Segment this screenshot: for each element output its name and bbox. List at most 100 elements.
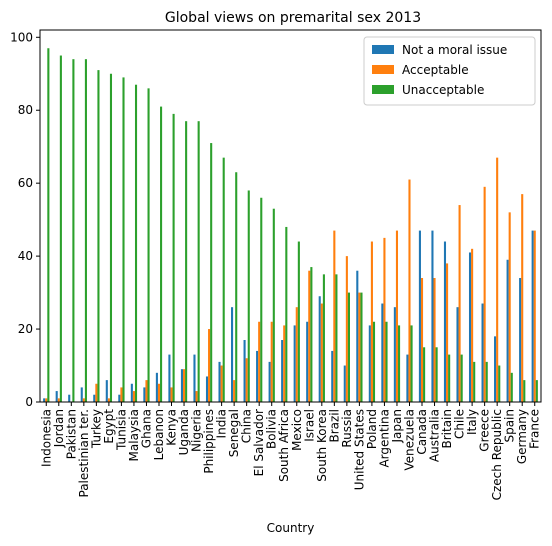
bar-2-6 — [107, 398, 110, 402]
bar-3-37 — [498, 365, 501, 402]
x-tick-label: Ghana — [139, 409, 153, 448]
bar-1-4 — [80, 387, 83, 402]
bar-1-8 — [130, 383, 133, 402]
x-tick-label: Italy — [465, 409, 479, 435]
bar-2-40 — [533, 230, 536, 402]
bar-3-32 — [435, 347, 438, 402]
x-tick-label: South Africa — [277, 409, 291, 482]
bar-3-3 — [72, 59, 75, 403]
bar-2-13 — [195, 391, 198, 402]
x-tick-label: Pakistan — [64, 409, 78, 459]
bar-2-9 — [145, 380, 148, 402]
bar-3-22 — [310, 267, 313, 402]
bar-3-5 — [97, 70, 100, 403]
x-tick-label: Jordan — [52, 409, 66, 448]
bar-2-16 — [233, 380, 236, 402]
bar-3-17 — [247, 190, 250, 402]
x-tick-label: United States — [352, 409, 366, 490]
bar-2-7 — [120, 387, 123, 402]
bar-1-21 — [293, 325, 296, 402]
bar-2-38 — [508, 212, 511, 402]
bar-1-13 — [193, 354, 196, 402]
bar-3-2 — [59, 55, 62, 402]
bar-2-12 — [182, 369, 186, 402]
bar-1-12 — [180, 369, 183, 402]
bar-2-2 — [57, 398, 60, 402]
bar-2-15 — [220, 365, 223, 402]
bar-1-3 — [68, 394, 71, 402]
x-tick-label: Kenya — [165, 409, 179, 446]
bar-3-14 — [210, 143, 213, 402]
bar-3-6 — [109, 73, 113, 402]
bar-2-11 — [170, 387, 173, 402]
bar-3-29 — [398, 325, 401, 402]
x-tick-label: El Salvador — [252, 409, 266, 476]
bar-1-15 — [218, 361, 221, 402]
bar-3-10 — [160, 106, 163, 402]
x-tick-label: Tunisia — [114, 409, 128, 451]
bar-3-27 — [372, 321, 376, 402]
bar-3-39 — [523, 380, 526, 402]
x-tick-label: Venezuela — [402, 409, 416, 471]
bar-1-17 — [243, 340, 246, 402]
bar-2-19 — [270, 321, 273, 402]
bar-1-40 — [531, 230, 534, 402]
x-tick-label: Argentina — [377, 409, 391, 468]
bar-2-17 — [245, 358, 248, 402]
x-tick-label: Russia — [340, 409, 354, 448]
bar-3-23 — [322, 274, 325, 402]
x-tick-label: Bolivia — [265, 409, 279, 449]
bar-3-38 — [510, 372, 513, 402]
y-tick-label: 40 — [18, 249, 33, 263]
bar-1-37 — [494, 336, 497, 402]
bar-2-28 — [383, 237, 386, 402]
bar-1-2 — [55, 391, 58, 402]
bar-2-20 — [283, 325, 286, 402]
bar-3-8 — [134, 84, 138, 403]
bar-3-16 — [235, 172, 238, 402]
bar-1-32 — [431, 230, 434, 402]
x-tick-label: Canada — [415, 409, 429, 455]
bar-1-11 — [168, 354, 171, 402]
bar-3-9 — [147, 88, 150, 402]
bar-1-34 — [456, 307, 459, 402]
bar-2-27 — [370, 241, 373, 402]
bar-2-36 — [483, 186, 486, 402]
x-tick-label: Spain — [503, 409, 517, 443]
bar-1-7 — [118, 394, 121, 402]
bar-3-36 — [485, 361, 488, 402]
bar-2-29 — [395, 230, 399, 402]
x-tick-label: Chile — [453, 409, 467, 439]
bar-3-26 — [360, 292, 363, 402]
x-tick-label: Greece — [478, 409, 492, 452]
bar-2-35 — [471, 248, 474, 402]
bar-1-22 — [306, 321, 309, 402]
x-tick-label: Indonesia — [39, 409, 53, 467]
bar-2-32 — [433, 278, 436, 402]
bar-1-31 — [418, 230, 421, 402]
bar-3-25 — [347, 292, 350, 402]
bar-1-16 — [231, 307, 234, 402]
x-tick-label: France — [528, 409, 542, 449]
legend-swatch — [372, 85, 394, 94]
bar-2-5 — [95, 383, 98, 402]
x-tick-label: Turkey — [89, 409, 103, 449]
bar-2-31 — [420, 278, 424, 402]
bar-3-12 — [185, 121, 188, 403]
bars-group — [43, 48, 538, 403]
bar-1-25 — [343, 365, 346, 402]
bar-1-38 — [506, 259, 509, 402]
bar-3-30 — [410, 325, 413, 402]
x-tick-label: Uganda — [177, 409, 191, 455]
bar-1-30 — [406, 354, 409, 402]
bar-3-13 — [197, 121, 200, 403]
x-tick-label: Palestinian ter. — [77, 409, 91, 498]
y-axis-ticks: 0 20 40 60 80 100 — [10, 30, 40, 409]
x-tick-label: Australia — [428, 409, 442, 462]
bar-2-18 — [258, 321, 261, 402]
x-tick-label: Egypt — [102, 409, 116, 444]
legend-entry: Unacceptable — [402, 83, 484, 97]
bar-2-34 — [458, 205, 461, 402]
bar-3-21 — [297, 241, 300, 402]
bar-2-39 — [521, 194, 524, 402]
